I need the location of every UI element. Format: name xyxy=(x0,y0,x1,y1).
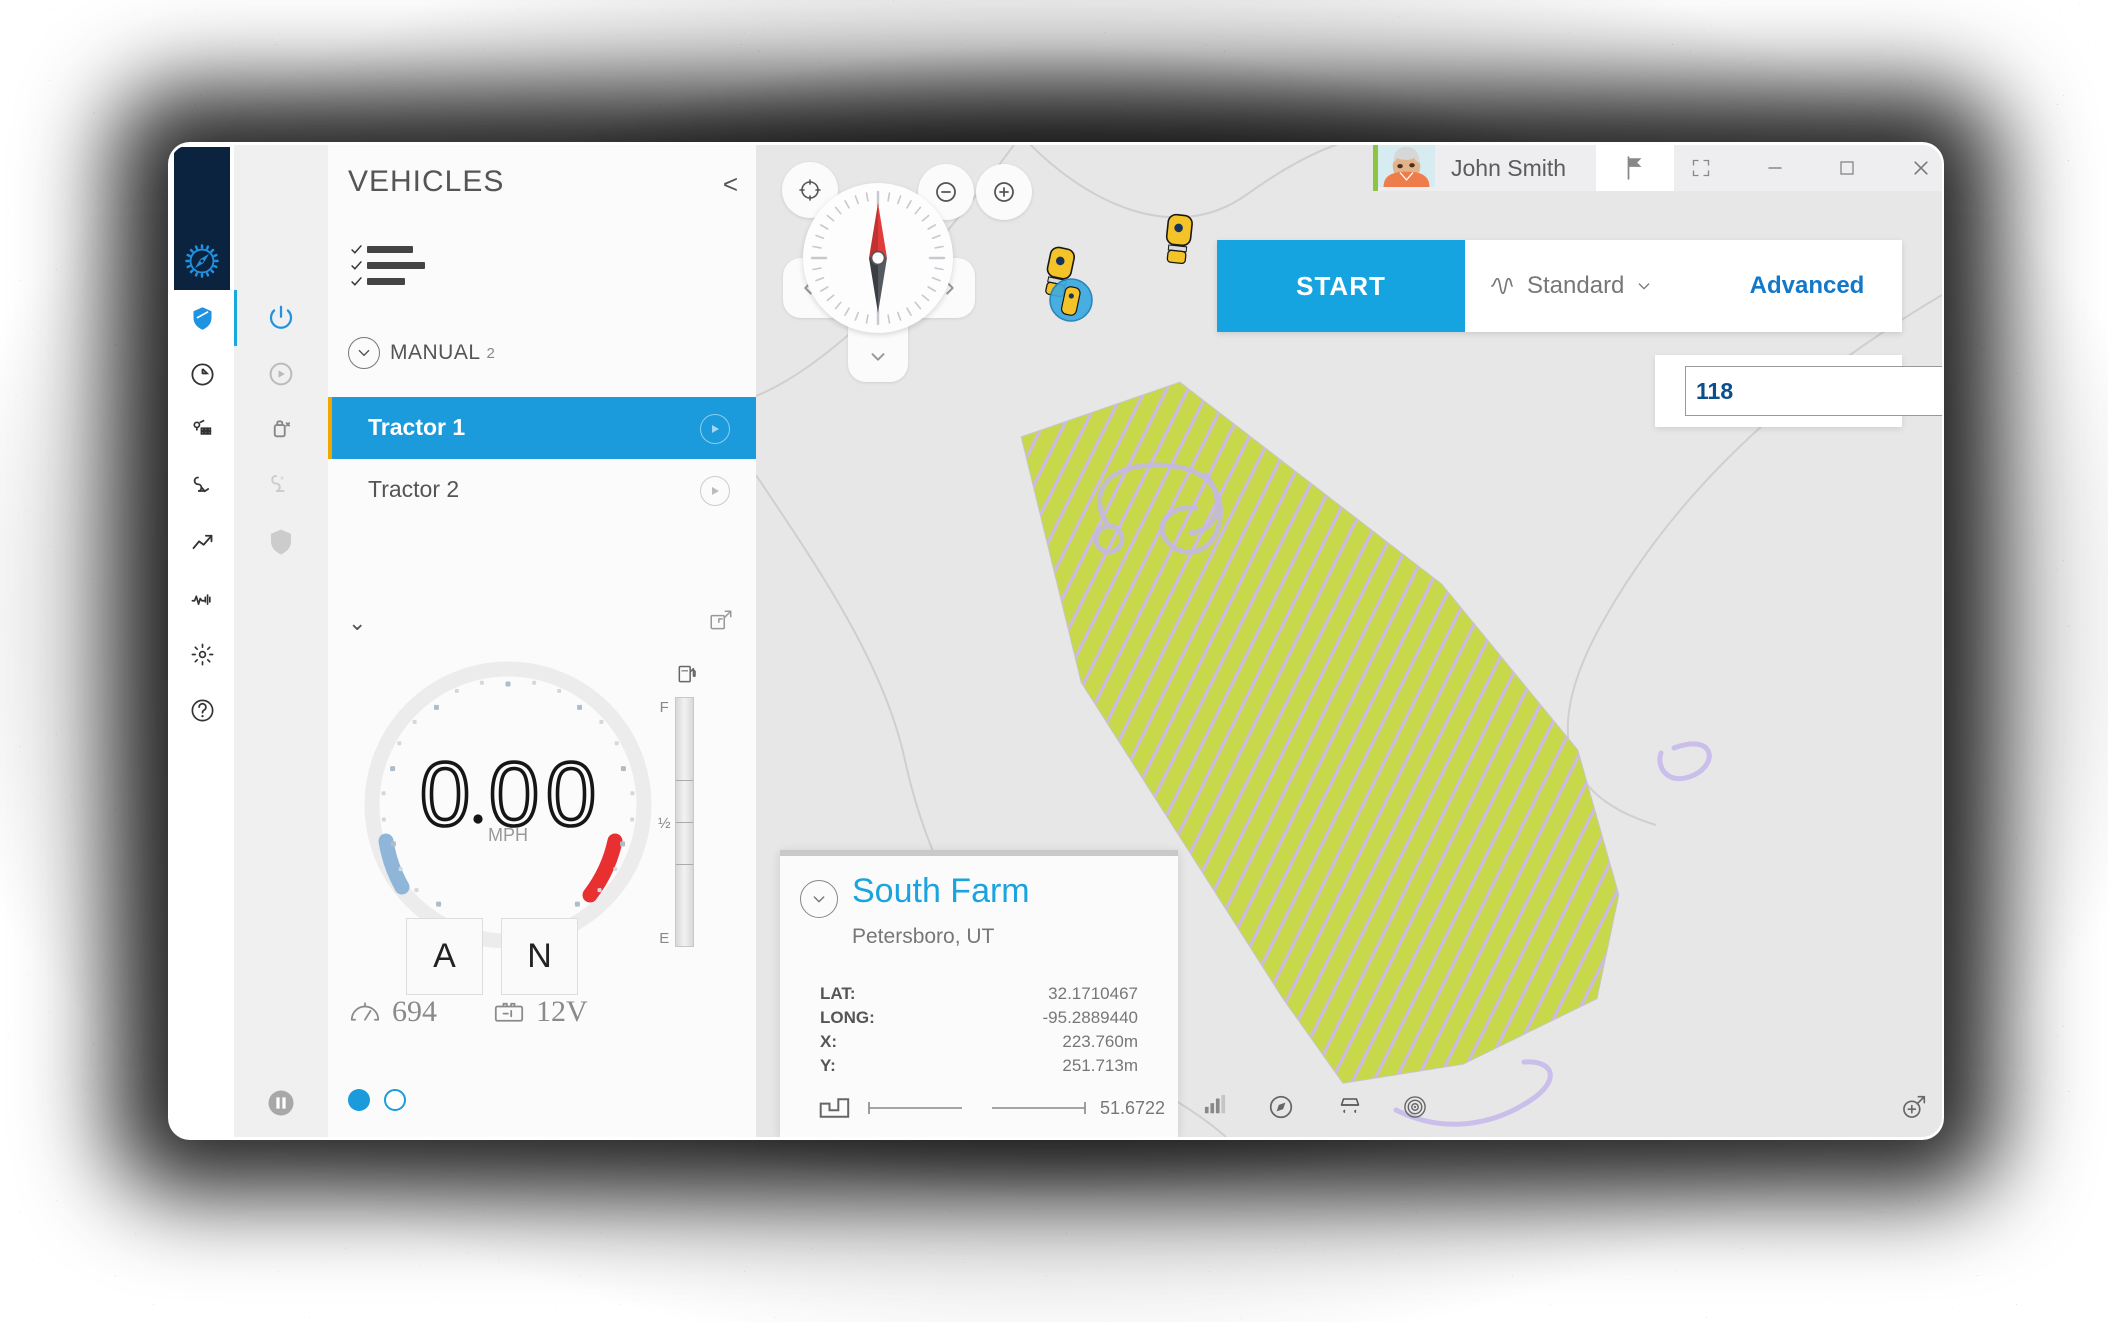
svg-text:0: 0 xyxy=(489,745,539,845)
svg-text:0: 0 xyxy=(420,745,470,845)
svg-text:0: 0 xyxy=(546,745,596,845)
